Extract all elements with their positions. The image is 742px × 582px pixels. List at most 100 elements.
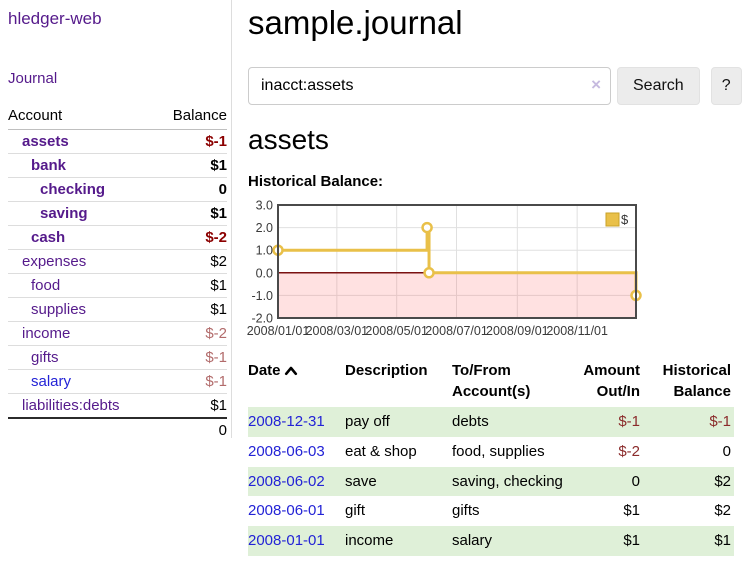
transaction-accounts: food, supplies <box>452 442 545 460</box>
account-row: salary $-1 <box>8 369 227 394</box>
y-axis-tick-label: 0.0 <box>256 266 273 280</box>
accounts-total: 0 <box>155 417 227 443</box>
plot-border <box>277 204 637 319</box>
transaction-amount: $1 <box>623 532 640 549</box>
account-link[interactable]: supplies <box>31 301 87 318</box>
date-column-label: Date <box>248 362 281 379</box>
transaction-date-link[interactable]: 2008-06-03 <box>248 442 325 460</box>
transaction-date-link[interactable]: 2008-12-31 <box>248 413 325 430</box>
help-button[interactable]: ? <box>710 67 742 105</box>
account-link[interactable]: assets <box>22 133 69 150</box>
transaction-description: gift <box>345 502 366 520</box>
account-row: gifts $-1 <box>8 345 227 370</box>
y-axis-tick-label: 1.0 <box>256 244 273 258</box>
account-balance: $-1 <box>155 369 227 394</box>
transaction-description: eat & shop <box>345 442 417 460</box>
description-column-header: Description <box>345 362 428 379</box>
accounts-total-row: 0 <box>8 417 227 443</box>
transaction-balance: 0 <box>722 442 731 460</box>
register-table: Date Description To/From Account(s) Amou… <box>248 358 734 556</box>
account-link[interactable]: gifts <box>31 349 59 366</box>
legend-label: $ <box>621 212 629 227</box>
transaction-balance: $1 <box>714 532 731 549</box>
nav-journal-link[interactable]: Journal <box>8 70 58 87</box>
transaction-balance: $-1 <box>709 413 731 430</box>
account-row: income $-2 <box>8 321 227 346</box>
balance-chart-svg: $3.0 2.0 1.0 0.0 -1.0 -2.02008/01/012008/03/0… <box>247 199 642 338</box>
transaction-amount: 0 <box>631 472 640 490</box>
account-column-header: Account <box>8 103 156 130</box>
transaction-date-link[interactable]: 2008-06-01 <box>248 502 325 520</box>
accounts-table: Account Balance assets $-1 bank $1 check… <box>8 103 227 443</box>
account-link[interactable]: salary <box>31 373 72 390</box>
account-balance: 0 <box>155 177 227 202</box>
clear-search-icon[interactable]: × <box>591 75 601 94</box>
chart-title: Historical Balance: <box>248 173 384 190</box>
x-axis-tick-label: 2008/07/01 <box>425 324 488 338</box>
accounts-list: assets $-1 bank $1 checking 0 saving $1 … <box>8 130 227 418</box>
accounts-header-row: Account Balance <box>8 103 227 130</box>
transaction-accounts: saving, checking <box>452 472 563 490</box>
account-balance: $1 <box>155 201 227 226</box>
account-row: checking 0 <box>8 177 227 202</box>
account-row: food $1 <box>8 273 227 298</box>
account-row: saving $1 <box>8 201 227 226</box>
register-rows: 2008-12-31 pay off debts $-1 $-1 2008-06… <box>248 407 734 556</box>
register-header-row: Date Description To/From Account(s) Amou… <box>248 358 734 407</box>
account-row: bank $1 <box>8 153 227 178</box>
transaction-row: 2008-12-31 pay off debts $-1 $-1 <box>248 407 734 437</box>
transaction-description: income <box>345 532 394 549</box>
transaction-row: 2008-06-02 save saving, checking 0 $2 <box>248 466 734 497</box>
main-content: sample.journal × Search ? assets Histori… <box>247 0 742 556</box>
account-link[interactable]: checking <box>40 181 106 198</box>
account-link[interactable]: income <box>22 325 71 342</box>
amount-column-header: Amount Out/In <box>583 362 640 400</box>
account-link[interactable]: liabilities:debts <box>22 397 120 414</box>
search-input-wrap: × <box>248 67 611 105</box>
account-row: liabilities:debts $1 <box>8 393 227 418</box>
search-button[interactable]: Search <box>617 67 700 105</box>
transaction-description: save <box>345 472 377 490</box>
account-heading: assets <box>248 124 329 155</box>
search-bar: × Search ? <box>248 67 742 105</box>
y-axis-tick-label: -1.0 <box>251 289 273 303</box>
account-link[interactable]: food <box>31 277 61 294</box>
transaction-accounts: salary <box>452 532 493 549</box>
sort-ascending-icon <box>284 366 297 376</box>
account-balance: $2 <box>155 249 227 274</box>
transaction-description: pay off <box>345 413 390 430</box>
data-point <box>423 267 435 279</box>
account-link[interactable]: cash <box>31 229 66 246</box>
x-axis-tick-label: 2008/09/01 <box>486 324 549 338</box>
x-axis-tick-label: 2008/05/01 <box>365 324 428 338</box>
account-row: supplies $1 <box>8 297 227 322</box>
account-link[interactable]: saving <box>40 205 88 222</box>
y-axis-tick-label: 2.0 <box>256 221 273 235</box>
transaction-date-link[interactable]: 2008-06-02 <box>248 472 325 490</box>
date-column-header[interactable]: Date <box>248 358 345 407</box>
account-row: assets $-1 <box>8 130 227 154</box>
transaction-balance: $2 <box>714 472 731 490</box>
transaction-date-link[interactable]: 2008-01-01 <box>248 532 325 549</box>
brand-link[interactable]: hledger-web <box>8 9 102 28</box>
transaction-balance: $2 <box>714 502 731 520</box>
page-title: sample.journal <box>248 4 463 41</box>
negative-region <box>278 272 636 318</box>
x-axis-tick-label: 2008/01/01 <box>247 324 310 338</box>
x-axis-tick-label: 2008/11/01 <box>546 324 608 338</box>
account-link[interactable]: expenses <box>22 253 87 270</box>
account-balance: $1 <box>155 393 227 418</box>
account-balance: $1 <box>155 153 227 178</box>
account-balance: $-1 <box>155 345 227 370</box>
y-axis-tick-label: -2.0 <box>251 312 273 326</box>
legend-swatch <box>605 212 620 227</box>
transaction-accounts: debts <box>452 413 489 430</box>
transaction-amount: $-2 <box>618 442 640 460</box>
account-balance: $-2 <box>155 321 227 346</box>
transaction-amount: $1 <box>623 502 640 520</box>
account-balance: $-2 <box>155 225 227 250</box>
historical-balance-column-header: Historical Balance <box>662 362 731 400</box>
account-link[interactable]: bank <box>31 157 67 174</box>
search-input[interactable] <box>248 67 611 105</box>
account-row: cash $-2 <box>8 225 227 250</box>
